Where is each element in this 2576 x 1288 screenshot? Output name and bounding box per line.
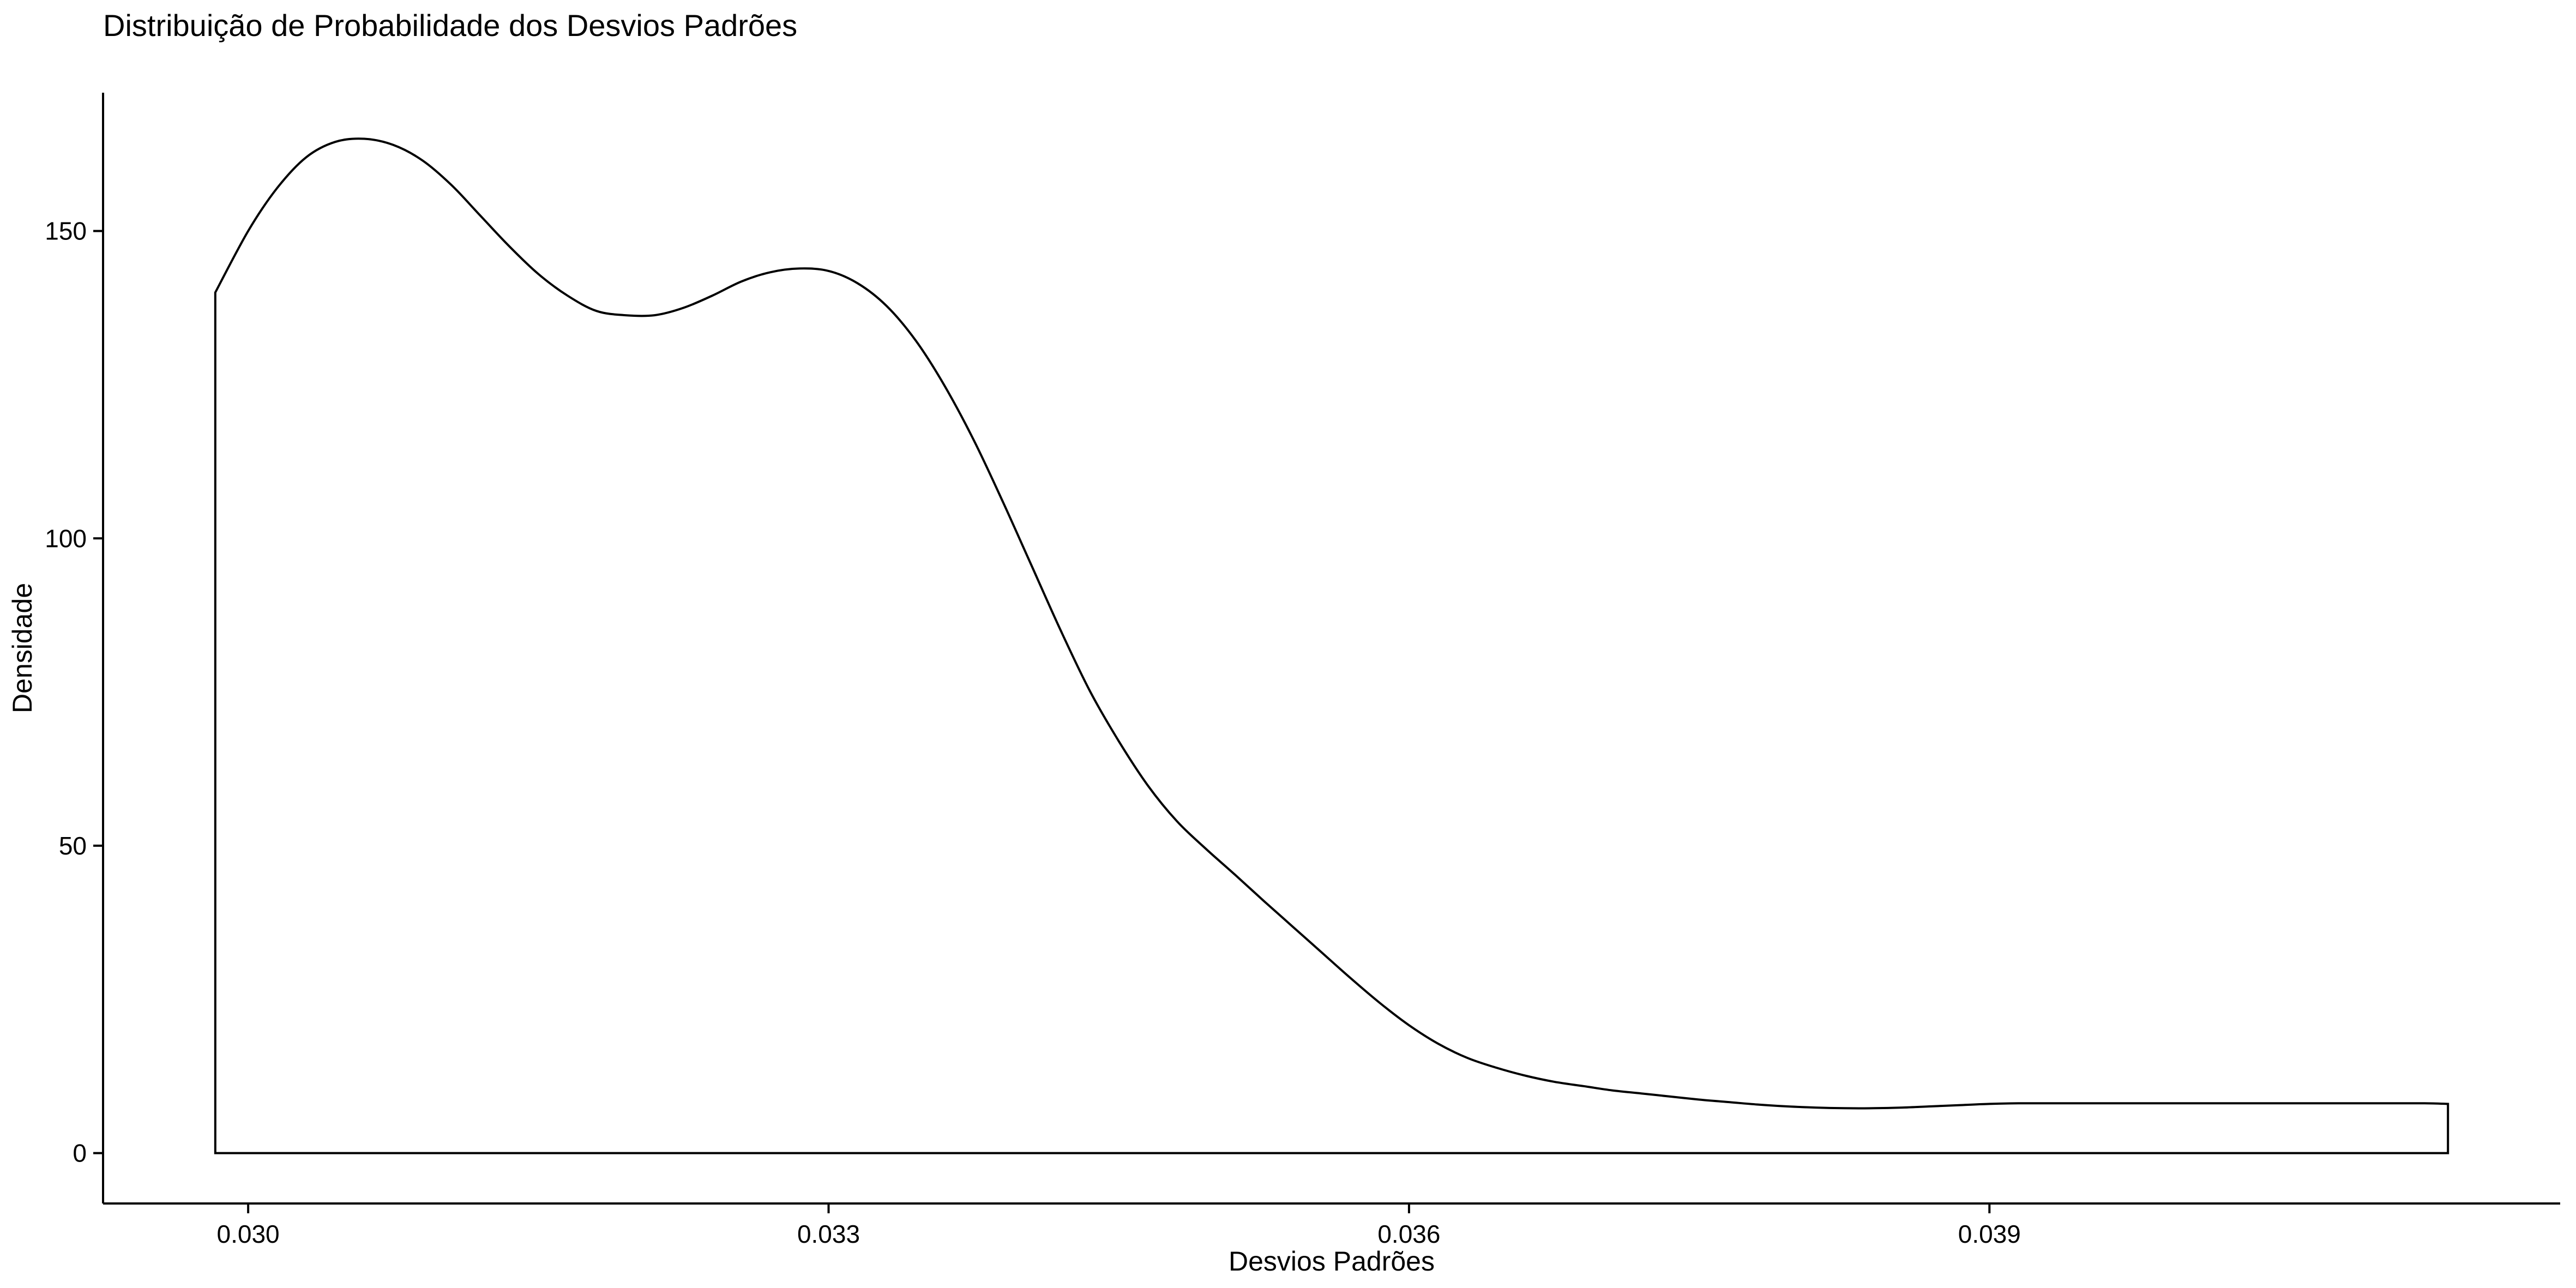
x-tick-label: 0.036 [1377, 1220, 1440, 1248]
axis-ticks: 0.030 0.033 0.036 0.039 0 50 100 150 [45, 217, 2021, 1248]
x-tick-label: 0.039 [1958, 1220, 2021, 1248]
x-axis-label: Desvios Padrões [1229, 1246, 1435, 1277]
y-axis-label: Densidade [7, 583, 38, 713]
y-tick-label: 50 [59, 832, 87, 860]
chart-title: Distribuição de Probabilidade dos Desvio… [103, 8, 797, 43]
y-tick-label: 150 [45, 217, 87, 245]
x-tick-label: 0.033 [797, 1220, 860, 1248]
x-tick-label: 0.030 [217, 1220, 280, 1248]
y-tick-label: 0 [73, 1139, 87, 1167]
density-curve [214, 137, 2449, 1154]
y-tick-label: 100 [45, 524, 87, 552]
